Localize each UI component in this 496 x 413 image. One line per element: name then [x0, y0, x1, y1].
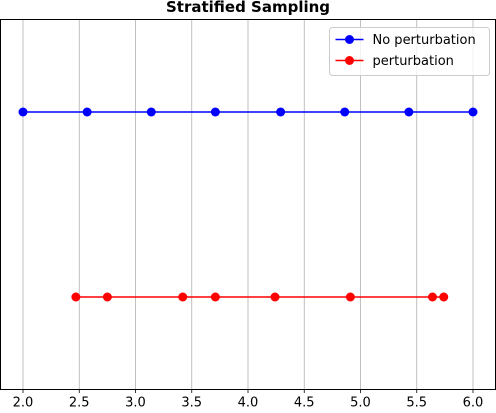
- x-tick-label: 5.5: [406, 396, 427, 411]
- x-tick-label: 4.0: [238, 396, 259, 411]
- grid-lines: [22, 19, 474, 390]
- x-axis-ticks: 2.0 2.5 3.0 3.5 4.0 4.5 5.0 5.5 6.0: [13, 389, 484, 411]
- data-point: [439, 292, 449, 302]
- data-point: [428, 292, 437, 302]
- data-point: [210, 292, 220, 302]
- legend-marker: [345, 35, 354, 44]
- data-point: [71, 292, 81, 302]
- data-point: [82, 107, 92, 117]
- chart-title: Stratified Sampling: [166, 0, 330, 16]
- data-point: [178, 292, 188, 302]
- series-0: [18, 107, 478, 117]
- legend-item: perturbation: [335, 54, 454, 69]
- legend-label: No perturbation: [373, 33, 476, 48]
- data-point: [345, 292, 355, 302]
- data-point: [404, 107, 414, 117]
- data-point: [102, 292, 112, 302]
- x-tick-label: 6.0: [463, 396, 484, 411]
- x-tick-label: 5.0: [350, 396, 371, 411]
- legend-box: [329, 27, 490, 76]
- data-point: [210, 107, 220, 117]
- legend-label: perturbation: [373, 54, 454, 69]
- legend-item: No perturbation: [335, 33, 476, 48]
- legend: No perturbation perturbation: [329, 27, 490, 76]
- legend-marker: [345, 56, 354, 65]
- data-point: [340, 107, 350, 117]
- x-tick-label: 4.5: [294, 396, 315, 411]
- x-tick-label: 3.0: [125, 396, 146, 411]
- data-point: [276, 107, 286, 117]
- x-tick-label: 2.0: [13, 396, 34, 411]
- series-group: [18, 107, 478, 302]
- series-1: [71, 292, 449, 302]
- data-point: [146, 107, 156, 117]
- x-tick-label: 3.5: [181, 396, 202, 411]
- data-point: [468, 107, 478, 117]
- data-point: [18, 107, 28, 117]
- x-tick-label: 2.5: [69, 396, 90, 411]
- data-point: [270, 292, 280, 302]
